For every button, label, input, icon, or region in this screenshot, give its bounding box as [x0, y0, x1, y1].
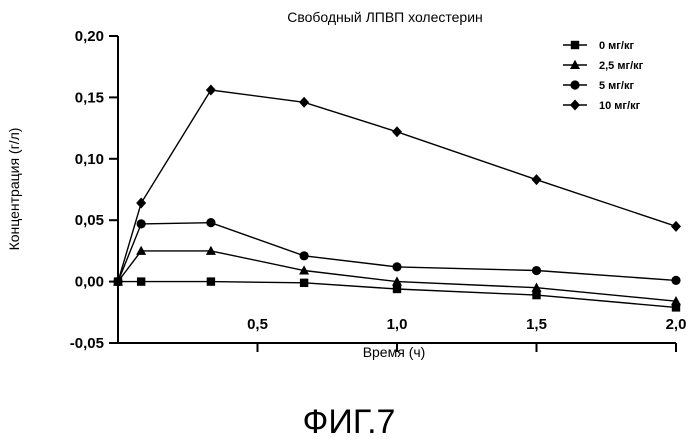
legend-marker [570, 100, 580, 111]
x-tick-label: 0,5 [247, 316, 268, 333]
y-tick-label: 0,05 [75, 212, 104, 229]
y-tick-label: 0,00 [75, 274, 104, 291]
series-line-2 [118, 223, 676, 282]
y-tick-label: 0,20 [75, 28, 104, 45]
data-point [532, 291, 540, 299]
data-point [299, 251, 308, 260]
y-tick-label: 0,10 [75, 151, 104, 168]
data-point [137, 219, 146, 228]
data-point [136, 198, 146, 209]
x-tick-label: 1,0 [387, 316, 408, 333]
data-point [207, 277, 215, 285]
data-point [671, 221, 681, 232]
legend-label: 10 мг/кг [599, 100, 641, 112]
y-tick-label: 0,15 [75, 89, 104, 106]
data-point [300, 279, 308, 287]
data-point [299, 97, 309, 108]
x-tick-label: 2,0 [666, 316, 687, 333]
legend-marker [570, 80, 579, 89]
legend-marker [571, 41, 579, 49]
data-point [532, 174, 542, 185]
figure-label: ФИГ.7 [303, 403, 396, 441]
data-point [671, 276, 680, 285]
data-point [392, 262, 401, 271]
plot-area: 0,20 0,15 0,10 0,05 0,00 -0,05 0,5 1,0 1,5 2,0 [70, 28, 687, 352]
legend-label: 0 мг/кг [599, 40, 634, 52]
y-tick-label: -0,05 [70, 335, 104, 352]
legend: 0 мг/кг 2,5 мг/кг 5 мг/кг 10 мг/кг [563, 40, 644, 112]
x-tick-label: 1,5 [526, 316, 547, 333]
chart-title: Свободный ЛПВП холестерин [287, 9, 483, 25]
data-point [392, 126, 402, 137]
y-axis-title: Концентрация (г/л) [6, 128, 22, 251]
data-point [206, 85, 216, 96]
data-point [393, 285, 401, 293]
data-point [137, 277, 145, 285]
series-line-3 [118, 90, 676, 282]
legend-label: 5 мг/кг [599, 80, 634, 92]
x-axis-title: Время (ч) [363, 344, 426, 360]
data-point [206, 218, 215, 227]
series-line-1 [118, 251, 676, 301]
data-point [532, 266, 541, 275]
legend-label: 2,5 мг/кг [599, 60, 644, 72]
